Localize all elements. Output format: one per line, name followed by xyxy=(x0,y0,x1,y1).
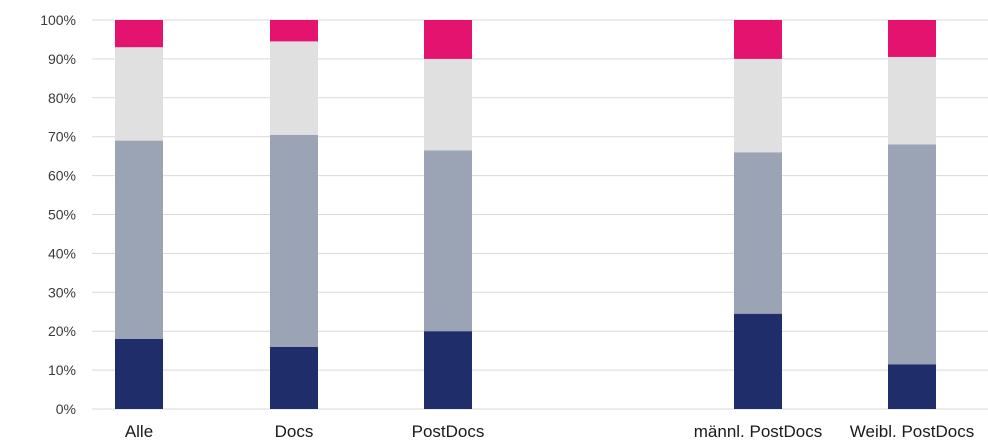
bar-segment xyxy=(734,152,782,314)
y-tick-label: 10% xyxy=(48,362,76,378)
bar-segment xyxy=(424,331,472,409)
bar-segment xyxy=(734,20,782,59)
y-tick-label: 100% xyxy=(40,12,76,28)
bar-stack xyxy=(115,20,163,409)
bar-segment xyxy=(734,313,782,409)
bar-segment xyxy=(734,58,782,153)
x-category-label: Weibl. PostDocs xyxy=(850,422,974,441)
y-tick-label: 70% xyxy=(48,129,76,145)
bar-segment xyxy=(424,20,472,59)
bars xyxy=(115,20,936,409)
bar-segment xyxy=(270,41,318,135)
y-tick-label: 60% xyxy=(48,168,76,184)
x-category-label: Docs xyxy=(275,422,314,441)
bar-segment xyxy=(115,338,163,409)
bar-segment xyxy=(270,134,318,347)
bar-segment xyxy=(115,47,163,141)
bar-segment xyxy=(888,364,936,409)
bar-segment xyxy=(888,144,936,365)
bar-segment xyxy=(424,150,472,332)
x-category-label: Alle xyxy=(125,422,153,441)
y-tick-label: 30% xyxy=(48,284,76,300)
bar-segment xyxy=(888,56,936,145)
bar-stack xyxy=(734,20,782,409)
y-axis-ticks: 0% 10% 20% 30% 40% 50% 60% 70% 80% 90% 100% xyxy=(40,12,76,417)
bar-segment xyxy=(888,20,936,57)
x-category-label: PostDocs xyxy=(412,422,485,441)
bar-segment xyxy=(115,20,163,48)
bar-segment xyxy=(270,20,318,42)
gridlines xyxy=(92,19,988,410)
bar-segment xyxy=(270,346,318,409)
y-tick-label: 80% xyxy=(48,90,76,106)
y-tick-label: 20% xyxy=(48,323,76,339)
bar-segment xyxy=(115,140,163,339)
bar-stack xyxy=(888,20,936,409)
bar-stack xyxy=(424,20,472,409)
bar-segment xyxy=(424,58,472,151)
y-tick-label: 40% xyxy=(48,245,76,261)
y-tick-label: 50% xyxy=(48,207,76,223)
bar-stack xyxy=(270,20,318,409)
y-tick-label: 0% xyxy=(56,401,76,417)
x-axis-labels: Alle Docs PostDocs männl. PostDocs Weibl. Po… xyxy=(125,422,974,441)
y-tick-label: 90% xyxy=(48,51,76,67)
x-category-label: männl. PostDocs xyxy=(694,422,823,441)
